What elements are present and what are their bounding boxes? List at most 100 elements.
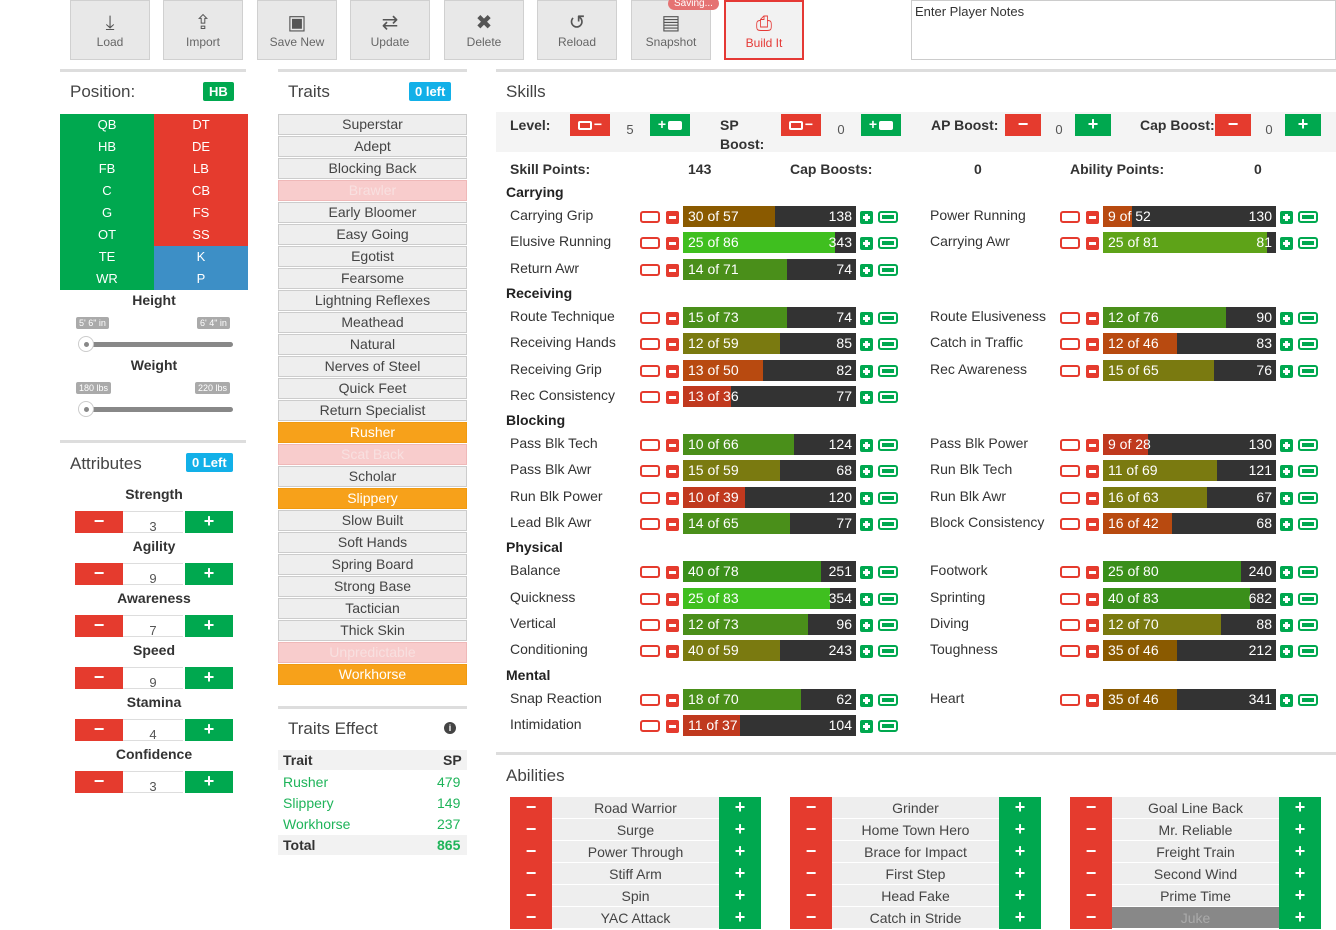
ability-add-button[interactable]: + [719,841,761,863]
skill-max-toggle[interactable] [878,237,898,250]
skill-max-toggle[interactable] [1298,645,1318,658]
skill-reset-toggle[interactable] [640,618,660,631]
skill-decrease-button[interactable] [666,439,679,453]
skill-decrease-button[interactable] [1086,439,1099,453]
skill-reset-toggle[interactable] [1060,518,1080,530]
ability-prime-time[interactable]: Prime Time [1112,885,1279,907]
ability-remove-button[interactable]: − [510,907,552,929]
skill-increase-button[interactable] [860,592,873,606]
ability-remove-button[interactable]: − [790,907,832,929]
ability-brace-for-impact[interactable]: Brace for Impact [832,841,999,863]
ability-remove-button[interactable]: − [1070,841,1112,863]
weight-slider-track[interactable] [82,407,233,412]
ability-remove-button[interactable]: − [790,885,832,907]
skill-decrease-button[interactable] [666,592,679,606]
skill-reset-toggle[interactable] [640,237,660,250]
skill-increase-button[interactable] [1280,364,1293,378]
ability-freight-train[interactable]: Freight Train [1112,841,1279,863]
skill-max-toggle[interactable] [878,693,898,706]
skill-max-toggle[interactable] [878,518,898,530]
skill-decrease-button[interactable] [666,618,679,632]
position-option-lb[interactable]: LB [154,158,248,180]
ability-add-button[interactable]: + [999,907,1041,929]
skill-increase-button[interactable] [860,439,873,453]
trait-option-meathead[interactable]: Meathead [278,312,467,333]
trait-option-tactician[interactable]: Tactician [278,598,467,619]
skill-reset-toggle[interactable] [640,338,660,351]
trait-option-blocking-back[interactable]: Blocking Back [278,158,467,179]
trait-option-lightning-reflexes[interactable]: Lightning Reflexes [278,290,467,311]
ability-add-button[interactable]: + [1279,797,1321,819]
ability-add-button[interactable]: + [1279,885,1321,907]
skill-decrease-button[interactable] [666,237,679,251]
skill-max-toggle[interactable] [878,491,898,504]
skill-increase-button[interactable] [860,364,873,378]
ability-grinder[interactable]: Grinder [832,797,999,819]
ability-add-button[interactable]: + [719,885,761,907]
skill-reset-toggle[interactable] [640,390,660,403]
trait-option-return-specialist[interactable]: Return Specialist [278,400,467,421]
skill-max-toggle[interactable] [1298,237,1318,250]
skill-increase-button[interactable] [860,311,873,325]
toolbar-load-button[interactable]: ⤓ Load [70,0,150,60]
skill-reset-toggle[interactable] [640,364,660,377]
ap-boost-decrease-button[interactable]: − [1005,114,1041,136]
skill-reset-toggle[interactable] [1060,491,1080,504]
ability-remove-button[interactable]: − [1070,907,1112,929]
skill-max-toggle[interactable] [878,592,898,605]
skill-reset-toggle[interactable] [1060,211,1080,223]
skill-increase-button[interactable] [1280,338,1293,352]
position-option-ot[interactable]: OT [60,224,154,246]
skill-decrease-button[interactable] [666,211,679,224]
skill-decrease-button[interactable] [1086,693,1099,707]
trait-option-fearsome[interactable]: Fearsome [278,268,467,289]
skill-max-toggle[interactable] [878,645,898,658]
skill-max-toggle[interactable] [1298,491,1318,504]
ability-remove-button[interactable]: − [510,797,552,819]
ability-add-button[interactable]: + [999,863,1041,885]
skill-decrease-button[interactable] [666,263,679,277]
skill-max-toggle[interactable] [1298,465,1318,478]
skill-decrease-button[interactable] [666,518,679,531]
skill-increase-button[interactable] [1280,566,1293,580]
trait-option-easy-going[interactable]: Easy Going [278,224,467,245]
position-option-de[interactable]: DE [154,136,248,158]
trait-option-quick-feet[interactable]: Quick Feet [278,378,467,399]
level-decrease-button[interactable]: − [570,114,610,136]
skill-decrease-button[interactable] [666,364,679,378]
ability-remove-button[interactable]: − [510,819,552,841]
ability-first-step[interactable]: First Step [832,863,999,885]
skill-increase-button[interactable] [860,237,873,251]
ability-remove-button[interactable]: − [510,863,552,885]
skill-max-toggle[interactable] [1298,211,1318,223]
attribute-increase-button[interactable]: + [185,615,233,637]
skill-reset-toggle[interactable] [1060,465,1080,478]
ability-add-button[interactable]: + [719,819,761,841]
skill-decrease-button[interactable] [1086,618,1099,632]
skill-decrease-button[interactable] [1086,518,1099,531]
ability-add-button[interactable]: + [999,819,1041,841]
skill-max-toggle[interactable] [1298,592,1318,605]
ability-add-button[interactable]: + [999,841,1041,863]
skill-increase-button[interactable] [1280,439,1293,453]
skill-increase-button[interactable] [1280,592,1293,606]
skill-increase-button[interactable] [860,693,873,707]
skill-reset-toggle[interactable] [1060,645,1080,658]
ability-add-button[interactable]: + [719,907,761,929]
position-option-c[interactable]: C [60,180,154,202]
skill-decrease-button[interactable] [666,693,679,707]
skill-increase-button[interactable] [1280,518,1293,531]
skill-increase-button[interactable] [1280,693,1293,707]
skill-decrease-button[interactable] [1086,566,1099,580]
ability-goal-line-back[interactable]: Goal Line Back [1112,797,1279,819]
skill-max-toggle[interactable] [1298,618,1318,631]
position-option-k[interactable]: K [154,246,248,268]
skill-increase-button[interactable] [1280,618,1293,632]
skill-decrease-button[interactable] [666,719,679,733]
skill-decrease-button[interactable] [666,465,679,479]
skill-reset-toggle[interactable] [640,465,660,478]
skill-reset-toggle[interactable] [1060,592,1080,605]
position-option-fb[interactable]: FB [60,158,154,180]
skill-increase-button[interactable] [860,465,873,479]
ability-surge[interactable]: Surge [552,819,719,841]
